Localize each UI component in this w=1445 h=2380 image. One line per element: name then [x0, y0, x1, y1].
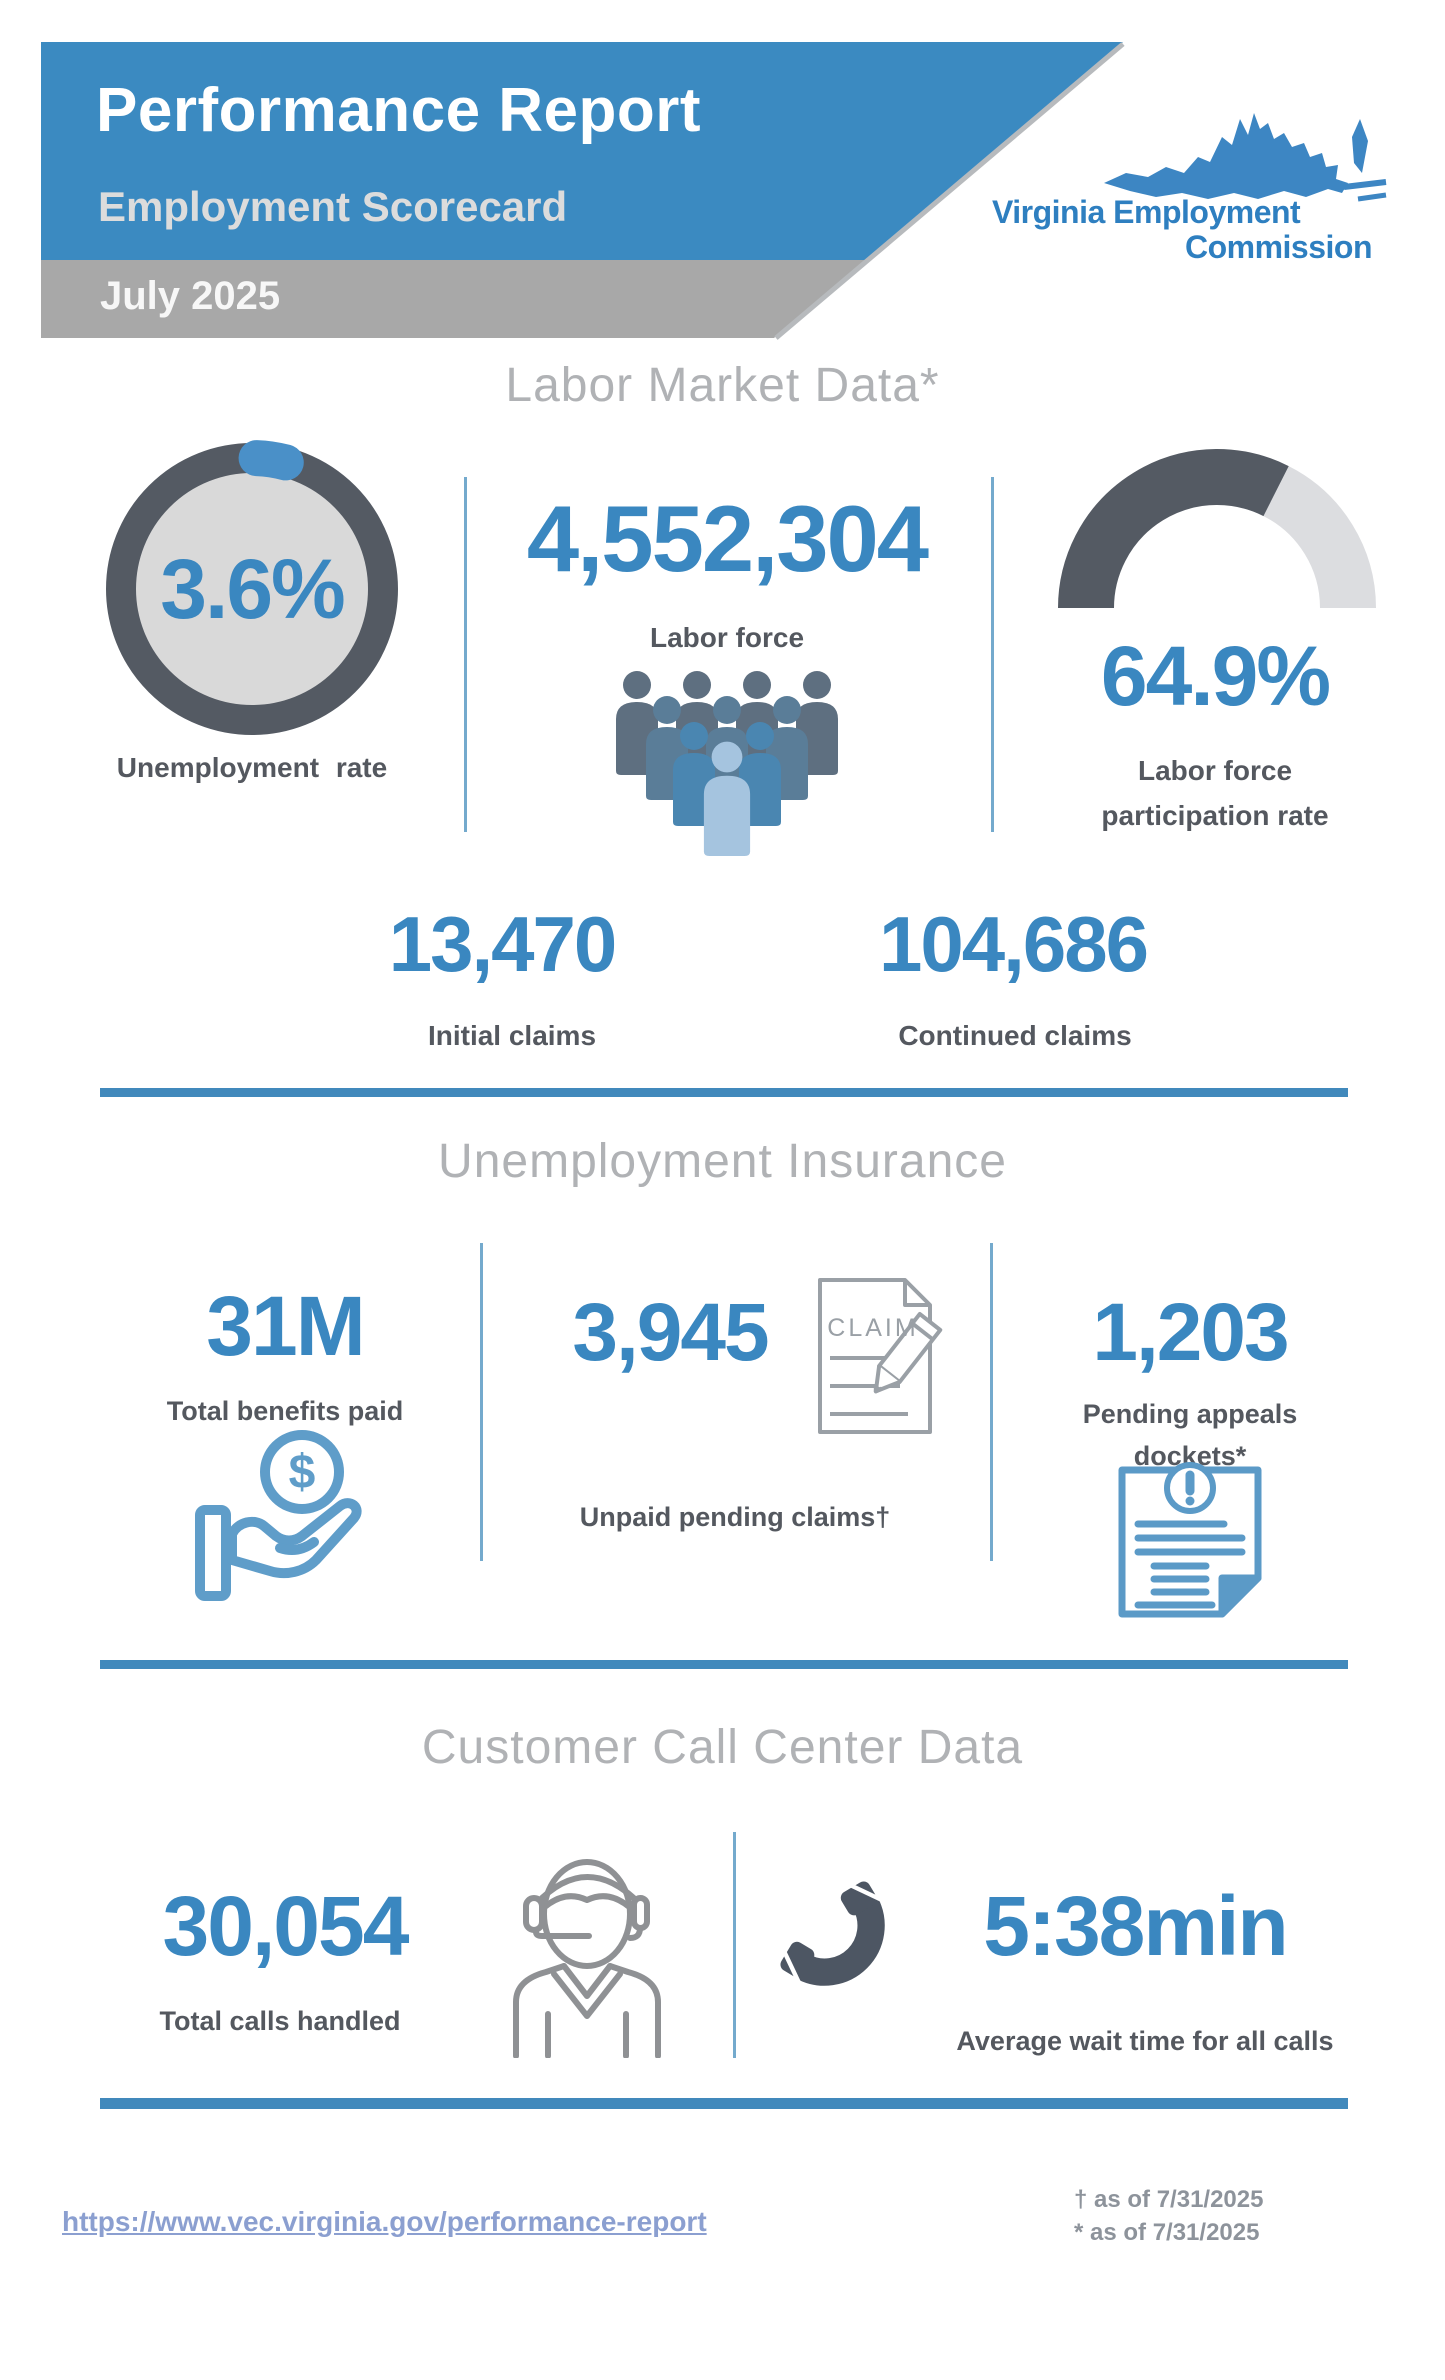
section-divider [100, 2098, 1348, 2109]
participation-gauge-rest [1262, 466, 1376, 609]
vertical-divider [990, 1243, 993, 1561]
participation-gauge-filled [1058, 449, 1289, 609]
appeals-docket-icon [1118, 1462, 1262, 1618]
gauge-inner-fill [135, 472, 369, 706]
hand-coin-icon: $ [195, 1430, 362, 1601]
participation-gauge-icon [1058, 449, 1376, 609]
header-banner-shapes [41, 42, 1125, 340]
phone-handset-icon [780, 1881, 885, 1986]
call-agent-headset-icon [513, 1859, 661, 2058]
unemployment-rate-gauge-icon [102, 440, 401, 738]
labor-force-value: 4,552,304 [526, 486, 929, 591]
unemployment-gauge-accent [102, 440, 401, 738]
vertical-divider [464, 477, 467, 832]
participation-label-line2: participation rate [1101, 800, 1329, 832]
continued-claims-label: Continued claims [898, 1020, 1132, 1051]
people-crowd-icon [616, 671, 838, 856]
participation-label-line1: Labor force [1137, 755, 1293, 786]
exclamation-dot [1185, 1496, 1195, 1506]
initial-claims-value: 13,470 [388, 900, 618, 988]
vertical-divider [733, 1832, 736, 2058]
dollar-symbol: $ [289, 1446, 316, 1499]
participation-rate-value: 64.9% [1100, 629, 1331, 723]
calls-handled-value: 30,054 [162, 1879, 410, 1973]
section-heading-call-center: Customer Call Center Data [421, 1721, 1024, 1774]
section-divider [100, 1088, 1348, 1097]
report-date: July 2025 [100, 274, 281, 318]
banner-diagonal-line [774, 42, 1125, 340]
benefits-paid-value: 31M [206, 1279, 365, 1373]
pending-appeals-value: 1,203 [1092, 1287, 1289, 1378]
wait-time-label: Average wait time for all calls [956, 2026, 1334, 2056]
section-heading-unemployment-insurance: Unemployment Insurance [438, 1135, 1007, 1188]
claim-icon-text: CLAIM [827, 1314, 918, 1342]
claim-document-icon: CLAIM [818, 1278, 943, 1434]
vertical-divider [480, 1243, 483, 1561]
unpaid-claims-value: 3,945 [572, 1287, 769, 1378]
labor-force-label: Labor force [649, 622, 805, 653]
footnote-dagger: † as of 7/31/2025 [1074, 2186, 1264, 2213]
page-subtitle: Employment Scorecard [98, 183, 568, 230]
banner-gray-shape [41, 260, 866, 338]
logo-text-line2: Commission [1184, 229, 1373, 265]
unemployment-rate-value: 3.6% [160, 542, 345, 636]
benefits-paid-label: Total benefits paid [166, 1396, 404, 1426]
unemployment-rate-label: Unemployment rate [116, 752, 388, 783]
calls-handled-label: Total calls handled [159, 2006, 401, 2036]
wait-time-value: 5:38min [983, 1879, 1288, 1973]
report-link[interactable]: https://www.vec.virginia.gov/performance… [62, 2206, 707, 2237]
continued-claims-value: 104,686 [879, 900, 1149, 988]
section-heading-labor-market: Labor Market Data* [505, 359, 940, 412]
unpaid-claims-label: Unpaid pending claims† [579, 1502, 891, 1532]
initial-claims-label: Initial claims [427, 1020, 597, 1051]
section-divider [100, 1660, 1348, 1669]
banner-blue-shape [41, 42, 1123, 260]
vertical-divider [991, 477, 994, 832]
pending-appeals-label-line1: Pending appeals [1082, 1399, 1298, 1429]
footnote-star: * as of 7/31/2025 [1074, 2219, 1260, 2246]
logo-text-line1: Virginia Employment [992, 194, 1301, 230]
page-title: Performance Report [96, 76, 702, 145]
virginia-map-icon [1104, 113, 1387, 202]
